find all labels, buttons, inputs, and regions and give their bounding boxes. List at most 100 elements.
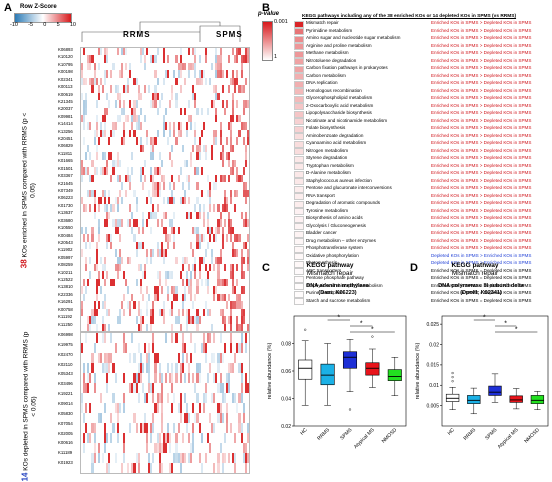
heatmap-cell [97,144,100,153]
heatmap-cell [242,92,245,101]
heatmap-cell [190,115,193,123]
heatmap-cell [139,423,142,433]
heatmap-cell [143,343,147,353]
heatmap-cell [200,308,203,317]
heatmap-cell [232,383,235,393]
heatmap-cell [242,122,245,130]
heatmap-cell [202,241,205,250]
heatmap-cell [83,301,86,309]
heatmap-cell [122,293,126,302]
heatmap-cell [104,115,107,123]
heatmap-cell [200,137,203,145]
heatmap-cell [200,48,203,56]
heatmap-cell [175,423,178,433]
heatmap-cell [206,144,210,153]
heatmap-cell [120,403,123,413]
heatmap-cell [164,137,168,145]
ko-id-label: K00619 [58,91,73,97]
heatmap-cell [236,433,239,443]
heatmap-cell [223,301,226,309]
heatmap-cell [240,234,243,242]
heatmap-cell [131,363,134,373]
heatmap-cell [154,323,157,331]
heatmap-cell [152,167,155,175]
heatmap-cell [181,443,184,453]
heatmap-cell [120,211,123,220]
heatmap-cell [160,403,163,413]
heatmap-cell [127,308,130,317]
heatmap-cell [190,122,193,130]
heatmap-cell [215,343,218,353]
heatmap-cell [202,62,205,71]
heatmap-cell [104,271,107,279]
heatmap-cell [118,100,121,108]
heatmap-cell [167,189,170,197]
pathway-name: Arginine and proline metabolism [305,42,372,48]
heatmap-cell [122,383,126,393]
heatmap-cell [227,189,231,197]
heatmap-cell [83,144,86,153]
heatmap-cell [236,107,239,116]
heatmap-cell [114,100,117,108]
panel-c-enzyme-id: (Dam; K06223) [318,290,357,296]
heatmap-cell [120,115,123,123]
heatmap-cell [129,219,132,227]
heatmap-cell [188,226,191,235]
heatmap-cell [240,55,243,63]
box-spms [342,351,358,369]
heatmap-cell [99,107,102,116]
heatmap-cell [139,196,142,205]
heatmap-cell [150,363,153,373]
table-b-row: Bladder cancer Enriched KOs in SPMS > Dep… [294,230,550,238]
heatmap-cell [81,453,84,463]
heatmap-cell [221,393,224,403]
heatmap-cell [188,174,191,183]
heatmap-cell [246,383,249,393]
heatmap-cell [133,301,136,309]
heatmap-cell [167,77,170,86]
heatmap-cell [135,204,138,212]
heatmap-cell [139,219,142,227]
table-b-header: KEGG pathways including any of the 38 en… [302,14,517,19]
heatmap-cell [127,189,130,197]
heatmap-cell [196,62,199,71]
heatmap-cell [135,301,138,309]
heatmap-cell [150,92,153,101]
heatmap-cell [200,278,203,287]
heatmap-cell [83,62,86,71]
heatmap-cell [110,343,113,353]
heatmap-cell [169,323,172,331]
heatmap-cell [169,343,172,353]
heatmap-cell [171,453,174,463]
heatmap-cell [158,196,161,205]
heatmap-cell [221,403,224,413]
heatmap-cell [196,189,199,197]
heatmap-cell [97,293,100,302]
heatmap-cell [192,333,195,343]
heatmap-cell [139,271,142,279]
heatmap-cell [106,363,109,373]
heatmap-cell [246,100,249,108]
heatmap-cell [232,144,235,153]
heatmap-cell [118,204,121,212]
heatmap-cell [146,159,149,168]
pathway-name: Photosynthesis [305,260,338,265]
heatmap-cell [99,219,102,227]
heatmap-cell [154,286,157,294]
heatmap-cell [125,182,128,190]
heatmap-cell [219,353,222,363]
heatmap-cell [204,353,207,363]
heatmap-cell [202,293,205,302]
heatmap-cell [91,92,94,101]
ko-id-label: K21645 [58,180,73,186]
heatmap-cell [215,316,218,324]
heatmap-cell [83,77,86,86]
heatmap-cell [129,70,132,78]
heatmap-cell [156,383,159,393]
heatmap-cell [169,85,172,93]
heatmap-cell [240,167,243,175]
heatmap-cell [169,204,172,212]
heatmap-cell [211,100,214,108]
heatmap-cell [87,323,90,331]
heatmap-cell [188,363,191,373]
